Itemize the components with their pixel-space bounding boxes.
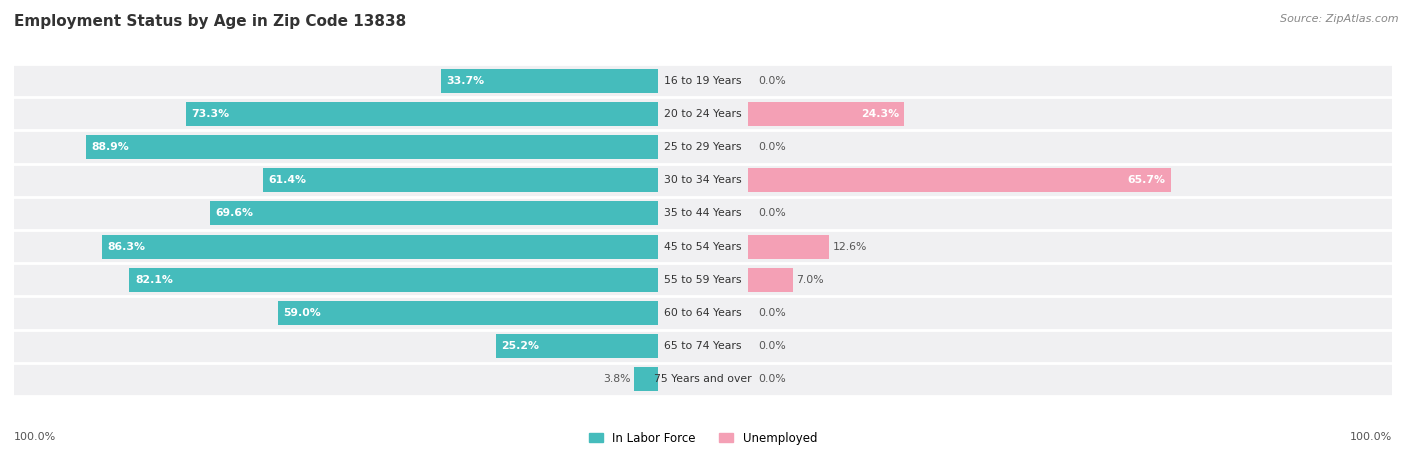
Text: 73.3%: 73.3%: [191, 109, 229, 119]
Text: 88.9%: 88.9%: [91, 142, 129, 152]
Text: 0.0%: 0.0%: [758, 208, 786, 218]
Text: 55 to 59 Years: 55 to 59 Years: [664, 275, 742, 285]
Bar: [86, 135, 658, 159]
Text: 100.0%: 100.0%: [14, 432, 56, 442]
Text: 65 to 74 Years: 65 to 74 Years: [664, 341, 742, 351]
Text: 0.0%: 0.0%: [758, 308, 786, 318]
Text: 3.8%: 3.8%: [603, 374, 630, 384]
Text: 0.0%: 0.0%: [758, 142, 786, 152]
Text: 7.0%: 7.0%: [796, 275, 824, 285]
Text: 25.2%: 25.2%: [502, 341, 540, 351]
Bar: [14, 130, 1392, 164]
Text: 35 to 44 Years: 35 to 44 Years: [664, 208, 742, 218]
Bar: [14, 230, 1392, 263]
Bar: [278, 301, 658, 325]
Text: 45 to 54 Years: 45 to 54 Years: [664, 242, 742, 252]
Text: 69.6%: 69.6%: [215, 208, 253, 218]
Bar: [14, 296, 1392, 330]
Bar: [496, 334, 658, 358]
Bar: [748, 168, 1171, 192]
Text: 20 to 24 Years: 20 to 24 Years: [664, 109, 742, 119]
Text: Source: ZipAtlas.com: Source: ZipAtlas.com: [1281, 14, 1399, 23]
Text: 100.0%: 100.0%: [1350, 432, 1392, 442]
Text: 75 Years and over: 75 Years and over: [654, 374, 752, 384]
Text: 33.7%: 33.7%: [447, 76, 485, 86]
Bar: [103, 235, 658, 258]
Text: 0.0%: 0.0%: [758, 76, 786, 86]
Text: 82.1%: 82.1%: [135, 275, 173, 285]
Bar: [209, 202, 658, 226]
Text: 24.3%: 24.3%: [860, 109, 898, 119]
Legend: In Labor Force, Unemployed: In Labor Force, Unemployed: [583, 427, 823, 449]
Bar: [441, 69, 658, 92]
Bar: [14, 97, 1392, 130]
Text: 65.7%: 65.7%: [1128, 175, 1166, 185]
Bar: [748, 102, 904, 126]
Text: 30 to 34 Years: 30 to 34 Years: [664, 175, 742, 185]
Text: 86.3%: 86.3%: [108, 242, 146, 252]
Bar: [14, 164, 1392, 197]
Text: 60 to 64 Years: 60 to 64 Years: [664, 308, 742, 318]
Text: 16 to 19 Years: 16 to 19 Years: [664, 76, 742, 86]
Bar: [634, 368, 658, 391]
Bar: [14, 330, 1392, 363]
Bar: [748, 268, 793, 292]
Text: 0.0%: 0.0%: [758, 374, 786, 384]
Text: 25 to 29 Years: 25 to 29 Years: [664, 142, 742, 152]
Text: 61.4%: 61.4%: [269, 175, 307, 185]
Bar: [14, 197, 1392, 230]
Bar: [748, 235, 830, 258]
Bar: [14, 64, 1392, 97]
Bar: [263, 168, 658, 192]
Bar: [186, 102, 658, 126]
Text: 12.6%: 12.6%: [832, 242, 866, 252]
Bar: [14, 363, 1392, 396]
Bar: [129, 268, 658, 292]
Text: 59.0%: 59.0%: [284, 308, 322, 318]
Text: 0.0%: 0.0%: [758, 341, 786, 351]
Bar: [14, 263, 1392, 296]
Text: Employment Status by Age in Zip Code 13838: Employment Status by Age in Zip Code 138…: [14, 14, 406, 28]
